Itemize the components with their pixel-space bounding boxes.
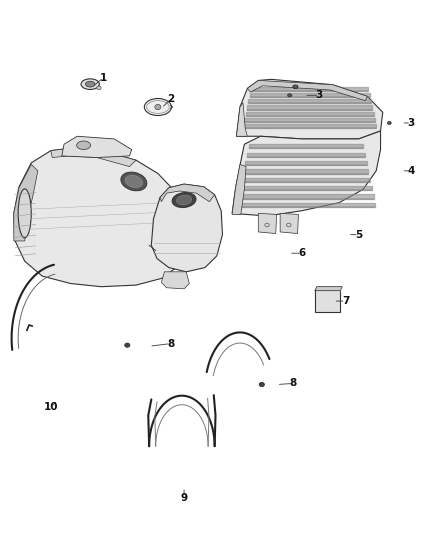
Ellipse shape xyxy=(293,85,298,88)
Text: 7: 7 xyxy=(342,296,349,306)
Polygon shape xyxy=(151,184,223,272)
Polygon shape xyxy=(14,165,38,241)
Polygon shape xyxy=(14,149,188,287)
Polygon shape xyxy=(237,103,247,136)
Ellipse shape xyxy=(18,189,31,238)
Text: 8: 8 xyxy=(167,338,175,349)
Text: 9: 9 xyxy=(180,492,187,503)
Ellipse shape xyxy=(125,175,142,188)
Ellipse shape xyxy=(85,81,95,87)
Ellipse shape xyxy=(145,99,171,116)
Polygon shape xyxy=(161,272,189,289)
Ellipse shape xyxy=(97,86,101,90)
Polygon shape xyxy=(62,136,132,158)
Text: 3: 3 xyxy=(407,118,415,128)
Ellipse shape xyxy=(387,122,391,125)
Text: 1: 1 xyxy=(100,73,107,83)
Ellipse shape xyxy=(77,141,91,150)
Polygon shape xyxy=(160,184,215,201)
FancyBboxPatch shape xyxy=(315,290,340,312)
Polygon shape xyxy=(280,213,298,233)
Text: 4: 4 xyxy=(407,166,415,176)
Ellipse shape xyxy=(155,104,161,110)
Text: 3: 3 xyxy=(316,90,323,100)
Text: 6: 6 xyxy=(298,248,306,258)
Polygon shape xyxy=(315,287,342,290)
Ellipse shape xyxy=(259,382,265,386)
Polygon shape xyxy=(51,149,136,166)
Polygon shape xyxy=(232,165,246,214)
Polygon shape xyxy=(247,80,367,101)
Polygon shape xyxy=(232,131,381,216)
Text: 2: 2 xyxy=(167,94,175,104)
Ellipse shape xyxy=(177,195,192,205)
Polygon shape xyxy=(237,79,383,139)
Ellipse shape xyxy=(125,343,130,348)
Ellipse shape xyxy=(121,172,147,191)
Ellipse shape xyxy=(172,192,196,207)
Ellipse shape xyxy=(288,94,292,97)
Text: 10: 10 xyxy=(44,402,58,413)
Text: 5: 5 xyxy=(355,230,362,240)
Ellipse shape xyxy=(81,79,99,90)
Polygon shape xyxy=(258,213,277,233)
Text: 8: 8 xyxy=(290,378,297,389)
